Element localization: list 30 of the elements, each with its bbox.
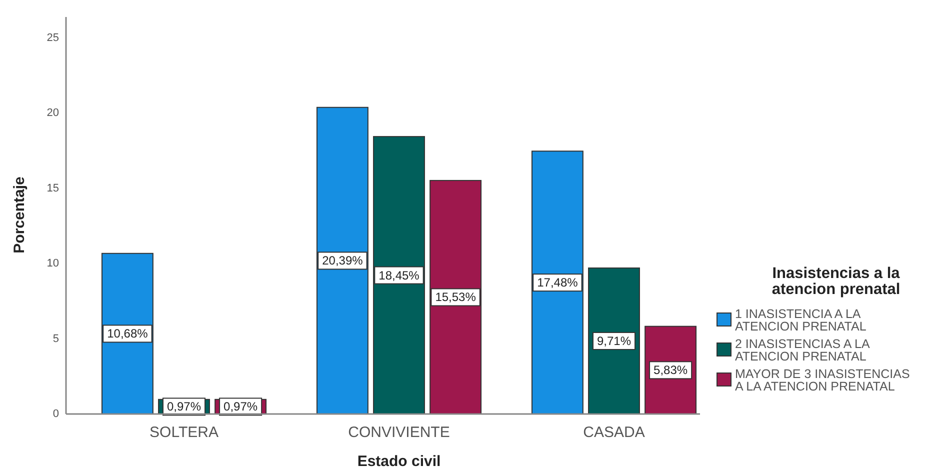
y-tick-label: 15	[46, 182, 59, 194]
data-label: 0,97%	[224, 400, 258, 414]
y-axis-title: Porcentaje	[11, 176, 28, 254]
legend-label: 2 INASISTENCIAS A LA ATENCION PRENATAL	[735, 337, 870, 364]
x-tick-label: CASADA	[583, 424, 645, 441]
legend-label: MAYOR DE 3 INASISTENCIAS A LA ATENCION PRENATAL	[735, 367, 910, 394]
bar	[531, 150, 584, 414]
data-label: 0,97%	[166, 400, 202, 414]
data-label: 10,68%	[107, 326, 148, 341]
bar	[101, 252, 154, 414]
legend-label: 1 INASISTENCIA A LA ATENCION PRENATAL	[735, 307, 866, 334]
bar	[588, 267, 640, 414]
legend-title: Inasistencias a la atencion prenatal	[772, 265, 900, 298]
y-tick-label: 25	[46, 32, 59, 44]
y-tick-label: 5	[52, 332, 59, 345]
bar	[373, 136, 425, 414]
data-label: 20,39%	[322, 254, 364, 268]
bar	[316, 106, 368, 414]
data-label: 5,83%	[654, 363, 688, 378]
y-tick-label: 10	[46, 258, 59, 270]
data-label: 17,48%	[537, 276, 578, 290]
x-axis-title: Estado civil	[357, 453, 441, 470]
bar	[430, 180, 482, 414]
data-label: 15,53%	[435, 290, 476, 304]
x-tick-label: SOLTERA	[150, 424, 218, 441]
x-tick-label: CONVIVIENTE	[348, 424, 450, 441]
y-tick-label: 20	[46, 107, 59, 120]
data-label: 18,45%	[378, 268, 420, 282]
data-label: 9,71%	[596, 334, 632, 348]
y-tick-label: 0	[52, 408, 59, 420]
